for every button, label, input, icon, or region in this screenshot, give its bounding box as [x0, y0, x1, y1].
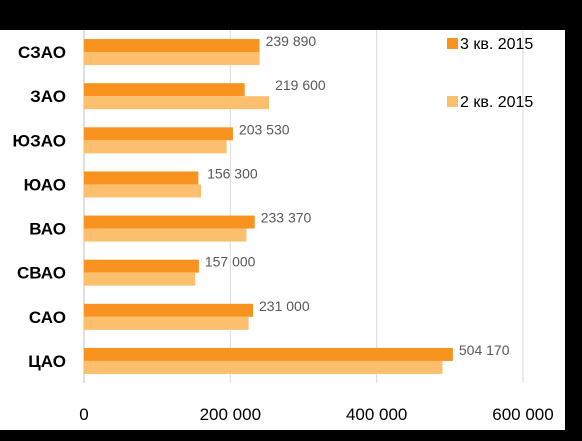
category-label-2: СВАО [17, 264, 66, 283]
bar-q2-5 [84, 140, 227, 154]
legend-label-series-2: 2 кв. 2015 [460, 94, 533, 111]
x-tick-label-0: 0 [79, 405, 88, 424]
data-label-2: 157 000 [205, 254, 256, 270]
x-tick-label-2: 400 000 [346, 405, 407, 424]
bar-q2-7 [84, 52, 260, 66]
bar-q3-2 [84, 259, 199, 273]
data-label-1: 231 000 [259, 298, 310, 314]
x-tick-label-1: 200 000 [200, 405, 261, 424]
category-label-7: СЗАО [18, 43, 66, 62]
bar-q2-2 [84, 272, 196, 286]
bar-q2-3 [84, 228, 247, 242]
data-labels: 504 170 231 000 157 000 233 370 156 300 203 5… [205, 33, 510, 358]
data-label-0: 504 170 [459, 342, 510, 358]
legend-label-series-1: 3 кв. 2015 [460, 36, 533, 53]
data-label-6: 219 600 [275, 77, 326, 93]
bars [84, 39, 453, 374]
bar-q3-5 [84, 127, 233, 141]
bar-q2-1 [84, 316, 249, 330]
category-labels: ЦАО САО СВАО ВАО ЮАО ЮЗАО ЗАО СЗАО [13, 43, 66, 371]
data-label-5: 203 530 [239, 121, 290, 137]
bar-q2-0 [84, 360, 443, 374]
bar-q3-6 [84, 83, 245, 97]
legend-swatch-series-2 [447, 96, 458, 107]
data-label-7: 239 890 [266, 33, 317, 49]
bar-q3-0 [84, 347, 453, 361]
data-label-3: 233 370 [261, 210, 312, 226]
bar-q2-4 [84, 184, 202, 198]
legend-swatch-series-1 [447, 38, 458, 49]
x-tick-label-3: 600 000 [492, 405, 553, 424]
category-label-1: САО [29, 308, 66, 327]
category-label-4: ЮАО [24, 175, 66, 194]
category-label-5: ЮЗАО [13, 131, 66, 150]
bar-q2-6 [84, 96, 270, 110]
legend: 3 кв. 2015 2 кв. 2015 [447, 36, 533, 111]
category-label-3: ВАО [29, 220, 66, 239]
category-label-6: ЗАО [30, 87, 66, 106]
bar-q3-3 [84, 215, 255, 229]
category-label-0: ЦАО [28, 352, 66, 371]
bar-q3-1 [84, 303, 254, 317]
bar-q3-7 [84, 39, 260, 53]
data-label-4: 156 300 [207, 165, 258, 181]
x-tick-labels: 0 200 000 400 000 600 000 [79, 405, 553, 424]
bar-q3-4 [84, 171, 199, 185]
